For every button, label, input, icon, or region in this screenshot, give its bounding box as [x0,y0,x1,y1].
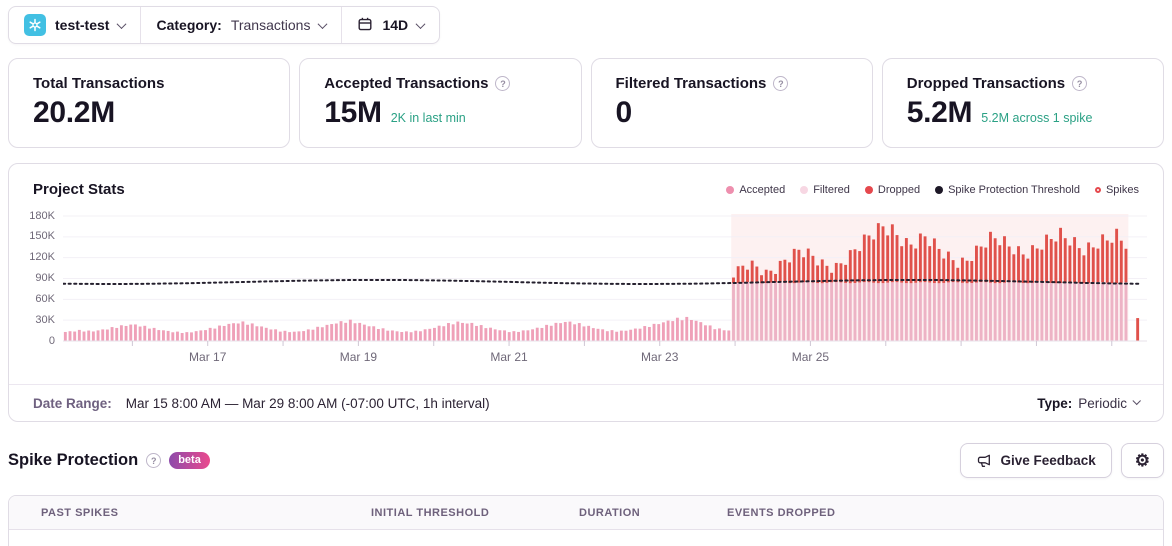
card-subtext: 5.2M across 1 spike [981,111,1093,125]
card-value: 15M [324,96,382,129]
date-range-label: Date Range: [33,395,112,411]
col-initial-threshold: INITIAL THRESHOLD [371,506,490,519]
date-range-text: Mar 15 8:00 AM — Mar 29 8:00 AM (-07:00 … [125,395,490,411]
divider [341,7,343,43]
gear-icon: ⚙ [1134,450,1150,470]
chevron-down-icon [415,18,426,29]
chevron-down-icon [318,18,328,29]
table-row[interactable] [9,530,1163,546]
card-value: 20.2M [33,96,115,129]
y-tick-label: 120K [29,251,55,264]
chart-footer: Date Range: Mar 15 8:00 AM — Mar 29 8:00… [9,384,1163,421]
past-spikes-table: PAST SPIKES INITIAL THRESHOLD DURATION E… [8,495,1164,546]
col-events-dropped: EVENTS DROPPED [727,506,836,519]
card-dropped-transactions: Dropped Transactions ? 5.2M 5.2M across … [881,58,1164,148]
legend-marker [935,186,944,194]
legend-marker [726,186,735,194]
date-range-value: 14D [382,17,409,33]
help-icon[interactable]: ? [146,453,162,468]
beta-badge: beta [169,452,210,469]
calendar-icon [357,16,373,35]
legend-marker [1094,187,1101,193]
filter-bar: test-test Category: Transactions 14D [8,6,441,44]
project-selector[interactable]: test-test [9,7,140,43]
y-tick-label: 90K [35,272,55,284]
megaphone-icon [976,453,992,469]
legend-accepted[interactable]: Accepted [726,184,785,196]
date-range-selector[interactable]: 14D [342,7,439,43]
category-value: Transactions [230,17,311,33]
section-title: Spike Protection [8,451,139,469]
give-feedback-button[interactable]: Give Feedback [960,443,1112,478]
stat-cards: Total Transactions 20.2M Accepted Transa… [8,58,1164,148]
legend-dropped[interactable]: Dropped [864,184,920,196]
y-tick-label: 60K [35,292,55,305]
x-tick-label: Mar 23 [641,350,679,364]
chevron-down-icon [117,18,127,29]
chart-legend: Accepted Filtered Dropped Spike Protecti… [726,184,1139,196]
spike-protection-header: Spike Protection ? beta Give Feedback ⚙ [8,443,1164,478]
card-subtext: 2K in last min [390,111,466,125]
project-platform-icon [24,14,46,36]
help-icon[interactable]: ? [1072,76,1088,91]
x-tick-label: Mar 25 [791,350,830,364]
category-selector[interactable]: Category: Transactions [141,7,341,43]
col-duration: DURATION [579,506,641,519]
card-title: Dropped Transactions [906,75,1066,92]
legend-threshold[interactable]: Spike Protection Threshold [935,184,1080,196]
help-icon[interactable]: ? [495,76,511,91]
legend-marker [800,186,809,194]
chart-plot[interactable] [63,211,1147,347]
y-tick-label: 150K [29,230,55,243]
divider [140,7,142,43]
col-past-spikes: PAST SPIKES [41,506,119,519]
x-axis-labels: Mar 17 Mar 19 Mar 21 Mar 23 Mar 25 [63,347,1147,367]
project-name: test-test [55,17,110,33]
type-value: Periodic [1078,395,1127,411]
give-feedback-label: Give Feedback [1000,453,1096,468]
help-icon[interactable]: ? [773,76,789,91]
card-filtered-transactions: Filtered Transactions ? 0 [590,58,873,148]
card-title: Accepted Transactions [324,75,489,92]
legend-marker [864,186,873,194]
y-tick-label: 180K [29,209,55,222]
chart-title: Project Stats [33,181,125,198]
type-label: Type: [1037,395,1073,411]
y-axis-labels: 180K 150K 120K 90K 60K 30K 0 [9,209,63,347]
x-tick-label: Mar 21 [490,350,528,364]
settings-button[interactable]: ⚙ [1120,443,1164,478]
category-label: Category: [156,17,222,33]
legend-filtered[interactable]: Filtered [800,184,850,196]
card-accepted-transactions: Accepted Transactions ? 15M 2K in last m… [299,58,582,148]
chart-area: 180K 150K 120K 90K 60K 30K 0 [9,209,1163,347]
card-title: Filtered Transactions [615,75,767,92]
card-value: 0 [615,96,633,129]
type-selector[interactable]: Type: Periodic [1037,395,1141,411]
card-title: Total Transactions [33,75,165,92]
table-header-row: PAST SPIKES INITIAL THRESHOLD DURATION E… [9,496,1163,530]
project-stats-panel: Project Stats Accepted Filtered Dropped … [8,163,1164,422]
card-total-transactions: Total Transactions 20.2M [8,58,291,148]
x-tick-label: Mar 17 [189,350,227,364]
chevron-down-icon [1132,396,1141,406]
x-tick-label: Mar 19 [339,350,378,364]
legend-spikes[interactable]: Spikes [1094,184,1139,196]
y-tick-label: 0 [48,334,55,347]
card-value: 5.2M [906,96,973,129]
y-tick-label: 30K [35,313,55,326]
